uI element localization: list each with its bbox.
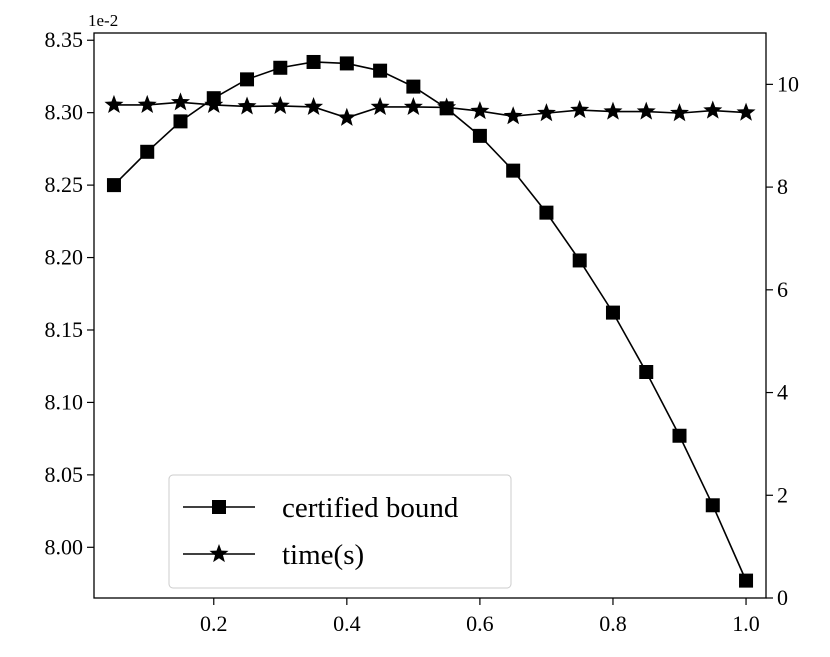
- data-point: [237, 96, 257, 115]
- y-tick-label: 8.10: [45, 389, 84, 414]
- x-tick-label: 1.0: [732, 611, 760, 636]
- data-point: [270, 95, 290, 115]
- y2-tick-label: 6: [777, 277, 788, 302]
- legend-label: time(s): [282, 539, 364, 571]
- y2-tick-label: 10: [777, 71, 799, 96]
- y-tick-label: 8.20: [45, 245, 84, 270]
- data-point: [240, 72, 255, 87]
- series-time: [104, 92, 756, 126]
- data-point: [339, 56, 354, 71]
- legend-entries: certified bound time(s): [183, 492, 459, 571]
- data-point: [470, 101, 490, 120]
- y-tick-label: 8.25: [45, 172, 84, 197]
- data-point: [506, 163, 521, 178]
- y2-tick-label: 4: [777, 380, 788, 405]
- data-point: [636, 101, 656, 120]
- data-point: [337, 107, 357, 126]
- y-axis-left-ticks: 8.00 8.05 8.10 8.15 8.20 8.25 8.30 8.35: [45, 27, 94, 559]
- legend-entry: certified bound: [183, 492, 459, 524]
- y-tick-label: 8.00: [45, 534, 84, 559]
- data-point: [672, 428, 687, 443]
- series-layer: [104, 54, 756, 588]
- x-tick-label: 0.8: [599, 611, 627, 636]
- data-point: [639, 365, 654, 379]
- legend-entry: time(s): [183, 539, 364, 571]
- data-point: [437, 97, 457, 116]
- y2-tick-label: 0: [777, 585, 788, 610]
- data-point: [170, 92, 191, 111]
- data-point: [669, 103, 690, 122]
- data-point: [204, 94, 224, 113]
- y-tick-label: 8.30: [45, 100, 84, 125]
- x-tick-label: 0.4: [333, 611, 361, 636]
- y-tick-label: 8.35: [45, 27, 84, 52]
- plot-frame: [93, 32, 767, 599]
- data-point: [104, 94, 124, 113]
- y2-tick-label: 8: [777, 174, 788, 199]
- data-point: [137, 94, 157, 113]
- data-point: [736, 102, 756, 121]
- data-point: [705, 498, 720, 513]
- data-point: [536, 103, 556, 122]
- legend: certified bound time(s): [168, 474, 512, 589]
- y-axis-right-ticks: 0 2 4 6 8 10: [766, 71, 799, 610]
- data-point: [273, 60, 288, 75]
- data-point: [403, 96, 423, 116]
- legend-marker: [212, 500, 226, 514]
- y-tick-label: 8.05: [45, 462, 84, 487]
- data-point: [173, 114, 188, 129]
- data-point: [306, 54, 321, 69]
- x-tick-label: 0.6: [466, 611, 494, 636]
- y-tick-label: 8.15: [45, 317, 84, 342]
- legend-label: certified bound: [282, 492, 459, 524]
- data-point: [539, 205, 554, 220]
- data-point: [370, 96, 390, 116]
- y-axis-offset-label: 1e-2: [88, 11, 118, 30]
- data-point: [703, 100, 723, 119]
- data-point: [503, 106, 523, 125]
- data-point: [140, 144, 155, 159]
- data-point: [739, 573, 754, 588]
- data-point: [106, 178, 121, 193]
- data-point: [373, 63, 388, 78]
- data-point: [570, 100, 590, 119]
- x-tick-label: 0.2: [200, 611, 228, 636]
- y2-tick-label: 2: [777, 482, 788, 507]
- legend-marker: [209, 544, 229, 563]
- data-point: [572, 253, 587, 268]
- data-point: [603, 101, 623, 120]
- data-point: [605, 305, 620, 320]
- x-axis-ticks: 0.2 0.4 0.6 0.8 1.0: [200, 598, 760, 636]
- data-point: [304, 96, 324, 116]
- data-point: [406, 79, 421, 94]
- legend-box: [168, 474, 512, 589]
- data-point: [472, 128, 487, 143]
